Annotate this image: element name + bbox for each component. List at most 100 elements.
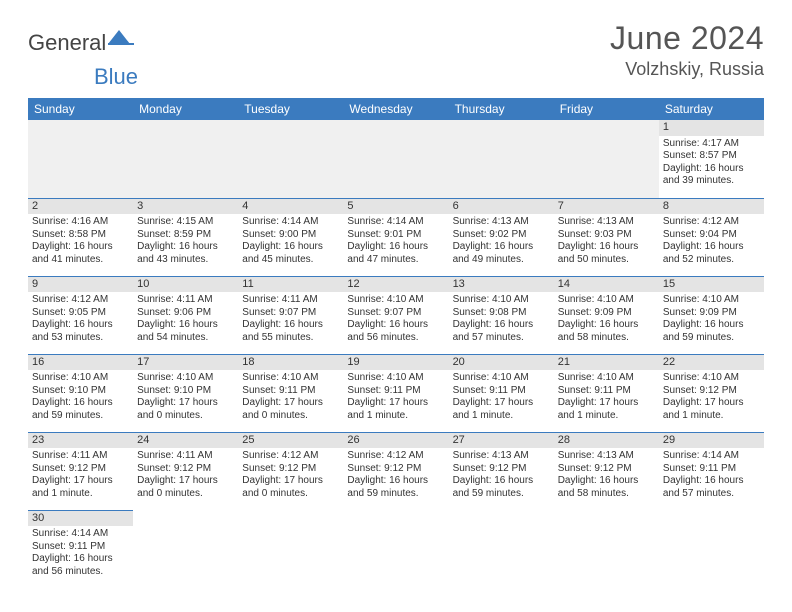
calendar-cell: 1Sunrise: 4:17 AMSunset: 8:57 PMDaylight… (659, 120, 764, 198)
sunrise-line: Sunrise: 4:10 AM (347, 372, 444, 385)
calendar-cell (554, 510, 659, 588)
sunrise-line: Sunrise: 4:13 AM (558, 216, 655, 229)
calendar-cell: 5Sunrise: 4:14 AMSunset: 9:01 PMDaylight… (343, 198, 448, 276)
calendar-cell (343, 510, 448, 588)
flag-icon (108, 28, 134, 51)
day-number: 2 (28, 199, 133, 215)
sunset-line: Sunset: 9:02 PM (453, 229, 550, 242)
title-block: June 2024 Volzhskiy, Russia (610, 20, 764, 80)
day-header: Friday (554, 98, 659, 120)
calendar-cell: 21Sunrise: 4:10 AMSunset: 9:11 PMDayligh… (554, 354, 659, 432)
day-details: Sunrise: 4:12 AMSunset: 9:12 PMDaylight:… (347, 450, 444, 500)
calendar-cell (659, 510, 764, 588)
sunset-line: Sunset: 9:11 PM (242, 385, 339, 398)
calendar-cell: 20Sunrise: 4:10 AMSunset: 9:11 PMDayligh… (449, 354, 554, 432)
sunrise-line: Sunrise: 4:14 AM (242, 216, 339, 229)
calendar-cell (238, 120, 343, 198)
day-details: Sunrise: 4:10 AMSunset: 9:12 PMDaylight:… (663, 372, 760, 422)
sunrise-line: Sunrise: 4:17 AM (663, 138, 760, 151)
calendar-cell (238, 510, 343, 588)
logo: General (28, 28, 134, 57)
daylight-line: Daylight: 17 hours and 1 minute. (663, 397, 760, 422)
daylight-line: Daylight: 17 hours and 1 minute. (453, 397, 550, 422)
day-number: 4 (238, 199, 343, 215)
day-number: 30 (28, 511, 133, 527)
daylight-line: Daylight: 16 hours and 47 minutes. (347, 241, 444, 266)
sunrise-line: Sunrise: 4:10 AM (242, 372, 339, 385)
daylight-line: Daylight: 16 hours and 50 minutes. (558, 241, 655, 266)
daylight-line: Daylight: 17 hours and 0 minutes. (137, 397, 234, 422)
calendar-cell (343, 120, 448, 198)
day-number: 5 (343, 199, 448, 215)
day-details: Sunrise: 4:13 AMSunset: 9:12 PMDaylight:… (558, 450, 655, 500)
day-number: 11 (238, 277, 343, 293)
calendar-row: 2Sunrise: 4:16 AMSunset: 8:58 PMDaylight… (28, 198, 764, 276)
day-number: 7 (554, 199, 659, 215)
daylight-line: Daylight: 16 hours and 55 minutes. (242, 319, 339, 344)
day-number: 10 (133, 277, 238, 293)
sunset-line: Sunset: 9:10 PM (32, 385, 129, 398)
day-details: Sunrise: 4:14 AMSunset: 9:11 PMDaylight:… (663, 450, 760, 500)
sunset-line: Sunset: 9:07 PM (242, 307, 339, 320)
sunrise-line: Sunrise: 4:14 AM (663, 450, 760, 463)
day-details: Sunrise: 4:13 AMSunset: 9:02 PMDaylight:… (453, 216, 550, 266)
sunrise-line: Sunrise: 4:11 AM (32, 450, 129, 463)
day-number: 27 (449, 433, 554, 449)
sunrise-line: Sunrise: 4:10 AM (663, 294, 760, 307)
day-header: Sunday (28, 98, 133, 120)
day-number: 17 (133, 355, 238, 371)
daylight-line: Daylight: 16 hours and 49 minutes. (453, 241, 550, 266)
day-header: Saturday (659, 98, 764, 120)
day-details: Sunrise: 4:14 AMSunset: 9:11 PMDaylight:… (32, 528, 129, 578)
day-number: 19 (343, 355, 448, 371)
sunset-line: Sunset: 9:12 PM (347, 463, 444, 476)
calendar-cell: 25Sunrise: 4:12 AMSunset: 9:12 PMDayligh… (238, 432, 343, 510)
calendar-cell: 13Sunrise: 4:10 AMSunset: 9:08 PMDayligh… (449, 276, 554, 354)
calendar-row: 30Sunrise: 4:14 AMSunset: 9:11 PMDayligh… (28, 510, 764, 588)
sunrise-line: Sunrise: 4:12 AM (347, 450, 444, 463)
sunrise-line: Sunrise: 4:10 AM (347, 294, 444, 307)
day-header: Wednesday (343, 98, 448, 120)
sunrise-line: Sunrise: 4:11 AM (242, 294, 339, 307)
sunrise-line: Sunrise: 4:10 AM (32, 372, 129, 385)
day-details: Sunrise: 4:10 AMSunset: 9:11 PMDaylight:… (453, 372, 550, 422)
daylight-line: Daylight: 16 hours and 57 minutes. (453, 319, 550, 344)
sunrise-line: Sunrise: 4:10 AM (453, 294, 550, 307)
day-number: 23 (28, 433, 133, 449)
sunset-line: Sunset: 9:11 PM (32, 541, 129, 554)
day-details: Sunrise: 4:11 AMSunset: 9:06 PMDaylight:… (137, 294, 234, 344)
daylight-line: Daylight: 16 hours and 59 minutes. (663, 319, 760, 344)
sunset-line: Sunset: 9:12 PM (32, 463, 129, 476)
day-number: 20 (449, 355, 554, 371)
sunrise-line: Sunrise: 4:10 AM (137, 372, 234, 385)
calendar-cell (449, 510, 554, 588)
day-number: 28 (554, 433, 659, 449)
calendar-cell: 26Sunrise: 4:12 AMSunset: 9:12 PMDayligh… (343, 432, 448, 510)
daylight-line: Daylight: 16 hours and 58 minutes. (558, 319, 655, 344)
sunset-line: Sunset: 9:10 PM (137, 385, 234, 398)
day-number: 8 (659, 199, 764, 215)
day-number: 21 (554, 355, 659, 371)
calendar-cell: 17Sunrise: 4:10 AMSunset: 9:10 PMDayligh… (133, 354, 238, 432)
sunrise-line: Sunrise: 4:10 AM (663, 372, 760, 385)
daylight-line: Daylight: 17 hours and 0 minutes. (242, 475, 339, 500)
day-details: Sunrise: 4:10 AMSunset: 9:10 PMDaylight:… (32, 372, 129, 422)
sunset-line: Sunset: 9:09 PM (558, 307, 655, 320)
day-number: 3 (133, 199, 238, 215)
daylight-line: Daylight: 16 hours and 53 minutes. (32, 319, 129, 344)
location-label: Volzhskiy, Russia (610, 59, 764, 80)
sunset-line: Sunset: 8:57 PM (663, 150, 760, 163)
day-header: Monday (133, 98, 238, 120)
sunset-line: Sunset: 9:09 PM (663, 307, 760, 320)
day-number: 6 (449, 199, 554, 215)
daylight-line: Daylight: 17 hours and 0 minutes. (137, 475, 234, 500)
sunset-line: Sunset: 9:11 PM (347, 385, 444, 398)
sunrise-line: Sunrise: 4:11 AM (137, 294, 234, 307)
sunrise-line: Sunrise: 4:13 AM (453, 450, 550, 463)
sunrise-line: Sunrise: 4:14 AM (347, 216, 444, 229)
daylight-line: Daylight: 17 hours and 1 minute. (558, 397, 655, 422)
day-number: 14 (554, 277, 659, 293)
sunset-line: Sunset: 9:05 PM (32, 307, 129, 320)
day-details: Sunrise: 4:10 AMSunset: 9:09 PMDaylight:… (663, 294, 760, 344)
day-number: 22 (659, 355, 764, 371)
